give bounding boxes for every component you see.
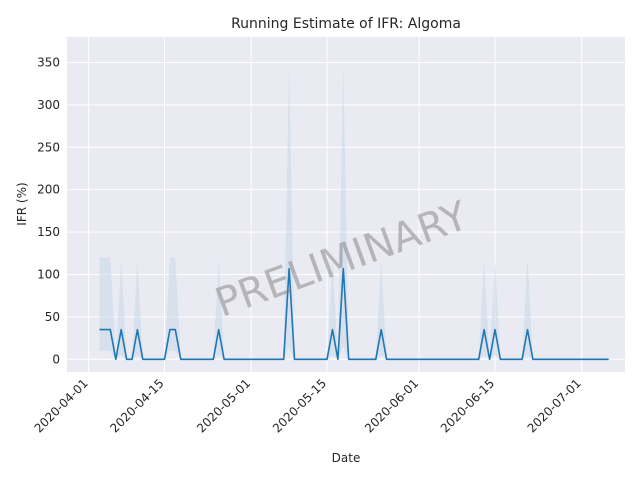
ifr-series: [99, 267, 609, 361]
y-tick-label: 150: [37, 225, 60, 239]
y-tick-label: 350: [37, 55, 60, 69]
x-tick-label: 2020-05-01: [194, 376, 253, 435]
x-tick-label: 2020-04-15: [107, 376, 166, 435]
x-axis-label: Date: [332, 451, 361, 465]
x-tick-label: 2020-06-15: [438, 376, 497, 435]
y-axis-ticks: 0 50 100 150 200 250 300 350: [37, 55, 60, 366]
x-axis-ticks: 2020-04-01 2020-04-15 2020-05-01 2020-05-15…: [32, 376, 584, 435]
y-tick-label: 0: [52, 352, 60, 366]
y-tick-label: 300: [37, 98, 60, 112]
x-tick-label: 2020-04-01: [32, 376, 91, 435]
x-tick-label: 2020-05-15: [270, 376, 329, 435]
x-tick-label: 2020-07-01: [525, 376, 584, 435]
y-tick-label: 100: [37, 267, 60, 281]
ifr-line: [99, 267, 609, 361]
y-tick-label: 200: [37, 183, 60, 197]
x-tick-label: 2020-06-01: [362, 376, 421, 435]
y-tick-label: 250: [37, 140, 60, 154]
chart-title: Running Estimate of IFR: Algoma: [231, 16, 461, 32]
y-tick-label: 50: [45, 310, 60, 324]
y-axis-label: IFR (%): [15, 182, 29, 225]
